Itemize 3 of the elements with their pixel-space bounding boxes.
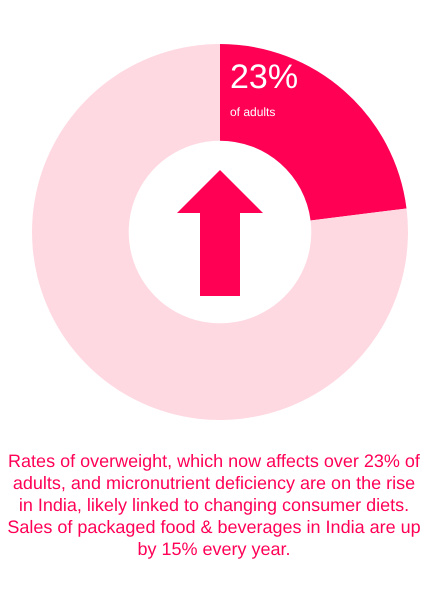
data-label: 23% [230, 58, 298, 96]
text: of adults [230, 105, 276, 119]
text: Rates of overweight, which now affects over 23% of adults, and micronutrient deficiency are on the rise in India, likely linked to changing consumer diets. Sales of packaged food & beverages in India are up by 15% every year. [6, 450, 422, 560]
